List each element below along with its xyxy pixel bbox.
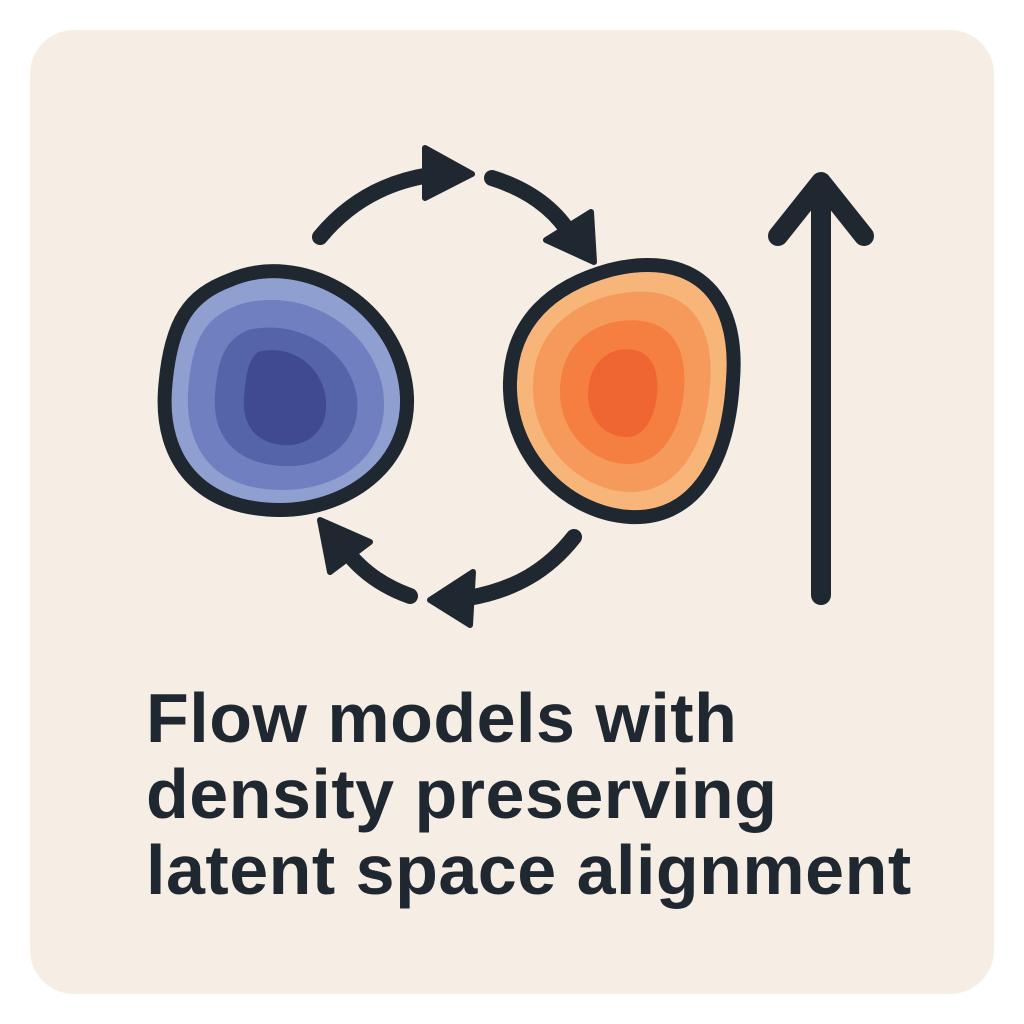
up-arrow-icon	[768, 172, 874, 605]
cycle-arrows-icon	[312, 145, 597, 628]
page-title: Flow models with density preserving late…	[146, 680, 976, 908]
orange-density-blob-icon	[502, 258, 741, 525]
title-line-2: density preserving	[146, 755, 778, 833]
title-line-3: latent space alignment	[146, 831, 912, 909]
blue-density-blob-icon	[157, 264, 414, 518]
title-line-1: Flow models with	[146, 679, 738, 757]
